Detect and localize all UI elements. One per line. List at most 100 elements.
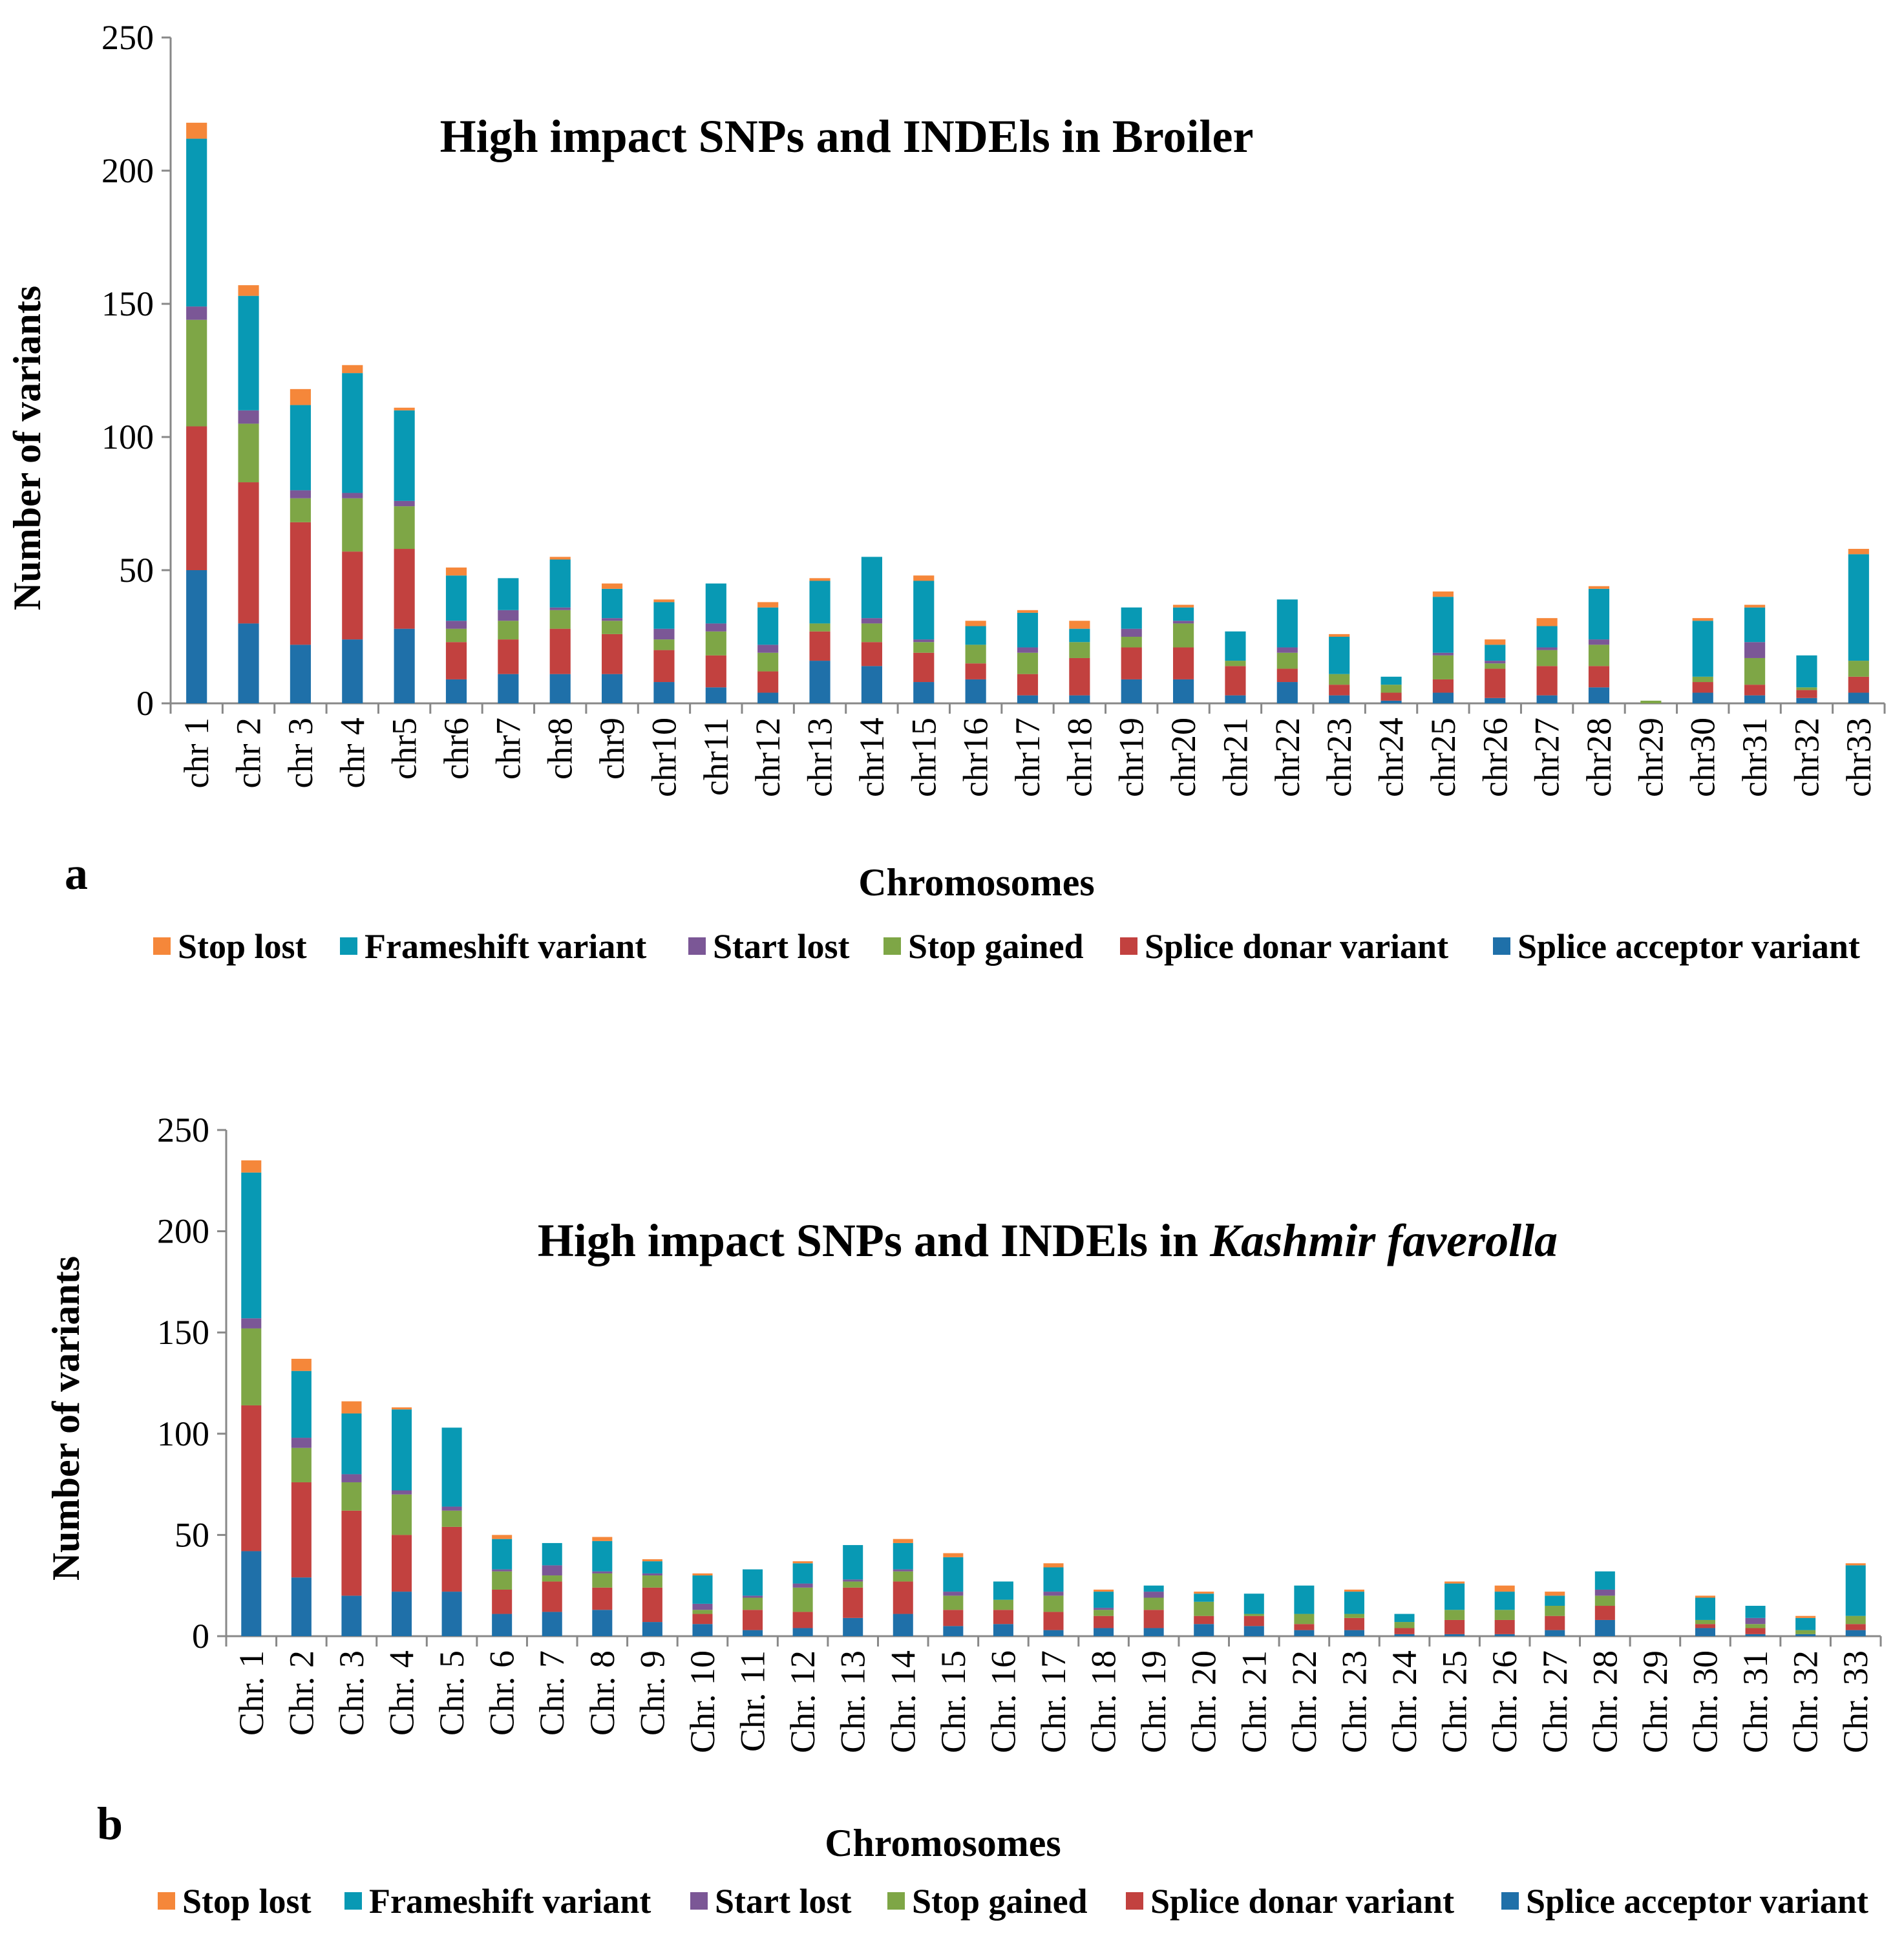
bar-segment — [809, 623, 830, 632]
bar-segment — [1344, 1589, 1364, 1592]
bar-segment — [1173, 647, 1194, 679]
bar-segment — [1588, 586, 1610, 589]
x-tick-label: chr 3 — [281, 718, 320, 788]
bar-segment — [1294, 1614, 1315, 1625]
bar-segment — [441, 1510, 462, 1527]
bar-segment — [602, 674, 623, 703]
bar-segment — [757, 671, 779, 693]
bar-segment — [1485, 663, 1506, 669]
bar-segment — [1017, 695, 1039, 703]
bar-segment — [342, 498, 363, 552]
x-tick-label: chr30 — [1684, 718, 1722, 797]
bar-segment — [392, 1494, 412, 1535]
bar-segment — [893, 1542, 913, 1570]
bar-segment — [186, 122, 207, 139]
bar-segment — [893, 1614, 913, 1636]
bar-segment — [1094, 1589, 1114, 1592]
bar-segment — [241, 1551, 262, 1636]
bar-segment — [342, 493, 363, 498]
bar-segment — [394, 410, 415, 501]
legend-item: Stop gained — [883, 927, 1084, 966]
bar-segment — [1173, 604, 1194, 608]
bar-segment — [1243, 1615, 1264, 1626]
bar-segment — [1243, 1626, 1264, 1636]
bar-segment — [291, 1358, 312, 1371]
bar-segment — [1432, 655, 1454, 679]
x-tick-label: Chr. 32 — [1786, 1650, 1825, 1753]
legend-swatch — [883, 937, 901, 955]
bar-segment — [342, 365, 363, 374]
bar-segment — [1594, 1619, 1615, 1636]
legend-item: Stop gained — [887, 1882, 1088, 1921]
bar-segment — [341, 1510, 362, 1596]
bar-segment — [913, 639, 935, 643]
bar-segment — [743, 1610, 763, 1630]
legend-item: Stop lost — [158, 1882, 312, 1921]
bar-segment — [1276, 652, 1298, 669]
legend-item: Splice donar variant — [1126, 1882, 1454, 1921]
legend-swatch — [153, 937, 171, 955]
bar-segment — [241, 1160, 262, 1173]
bar-segment — [1294, 1585, 1315, 1614]
bar-segment — [549, 559, 571, 608]
bar-segment — [1225, 661, 1246, 666]
bar-segment — [1344, 1630, 1364, 1636]
bar-segment — [1485, 661, 1506, 664]
bar-segment — [492, 1539, 513, 1570]
bar-segment — [1094, 1615, 1114, 1628]
x-tick-label: chr14 — [852, 718, 891, 797]
x-tick-label: chr6 — [437, 718, 476, 780]
bar-segment — [1194, 1615, 1214, 1625]
bar-segment — [392, 1490, 412, 1495]
bar-segment — [1173, 607, 1194, 621]
bar-segment — [1194, 1592, 1214, 1594]
bar-segment — [843, 1617, 863, 1636]
y-tick-label: 50 — [175, 1515, 209, 1554]
legend-swatch — [1493, 937, 1510, 955]
bar-segment — [913, 652, 935, 683]
bar-segment — [1043, 1595, 1064, 1612]
bar-segment — [549, 607, 571, 610]
bar-segment — [291, 1370, 312, 1438]
x-tick-label: Chr. 17 — [1034, 1650, 1073, 1753]
bar-segment — [1485, 698, 1506, 703]
bar-segment — [1744, 607, 1766, 643]
bar-segment — [1017, 647, 1039, 653]
x-tick-label: Chr. 23 — [1335, 1650, 1373, 1753]
legend-label: Frameshift variant — [365, 927, 646, 966]
bar-segment — [653, 682, 675, 703]
bar-segment — [809, 578, 830, 581]
bar-segment — [1640, 700, 1662, 703]
bar-segment — [238, 482, 259, 624]
legend-item: Splice acceptor variant — [1501, 1882, 1868, 1921]
x-tick-label: Chr. 21 — [1234, 1650, 1273, 1753]
bar-segment — [238, 423, 259, 483]
bar-segment — [592, 1541, 613, 1572]
bar-segment — [993, 1599, 1013, 1610]
x-tick-label: Chr. 5 — [432, 1650, 471, 1736]
x-tick-label: chr20 — [1164, 718, 1203, 797]
bar-segment — [441, 1506, 462, 1511]
bar-segment — [692, 1624, 713, 1636]
bar-segment — [498, 610, 519, 621]
bar-segment — [943, 1553, 964, 1557]
bar-segment — [1695, 1624, 1715, 1628]
bar-segment — [1017, 612, 1039, 648]
bar-segment — [1692, 676, 1713, 683]
bar-segment — [1394, 1628, 1415, 1634]
bar-segment — [965, 679, 986, 703]
legend-item: Start lost — [688, 927, 849, 966]
bar-segment — [692, 1614, 713, 1625]
bar-segment — [492, 1535, 513, 1539]
bar-segment — [1692, 618, 1713, 621]
bar-segment — [542, 1575, 562, 1582]
bar-segment — [1094, 1592, 1114, 1608]
legend-label: Start lost — [715, 1882, 851, 1921]
legend-label: Stop lost — [178, 927, 307, 966]
chart-title-italic: Kashmir faverolla — [1209, 1215, 1558, 1266]
bar-segment — [441, 1427, 462, 1507]
bar-segment — [290, 522, 311, 645]
bar-segment — [1069, 657, 1090, 696]
x-tick-label: chr33 — [1839, 718, 1878, 797]
x-tick-label: chr13 — [801, 718, 840, 797]
